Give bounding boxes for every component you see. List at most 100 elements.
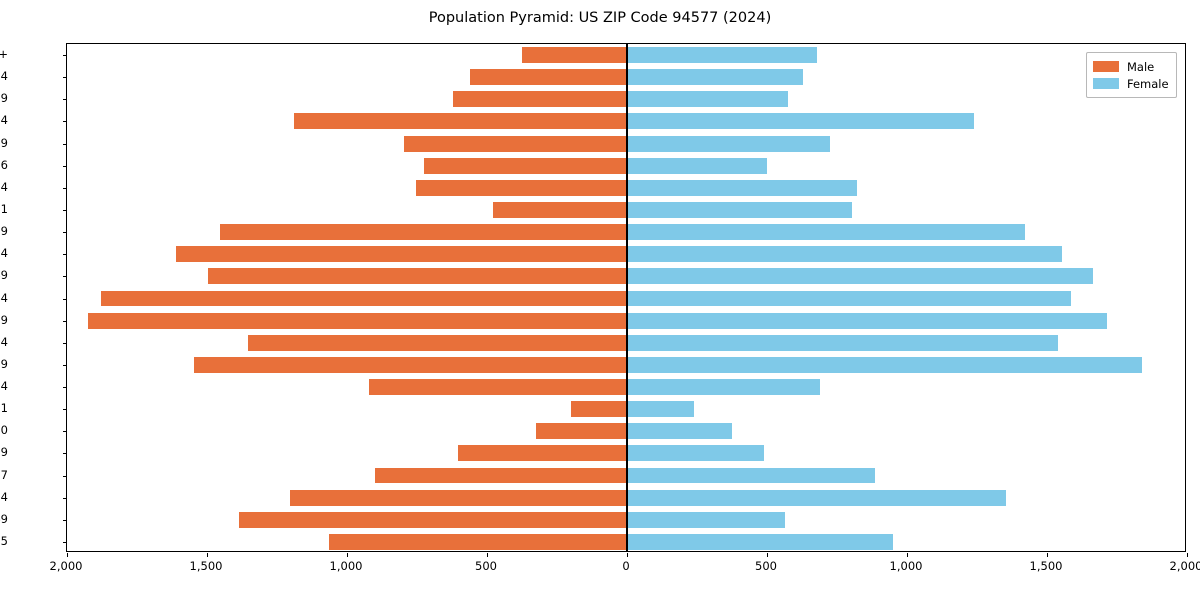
bar-male-18-19 (457, 445, 627, 462)
y-axis-tick (63, 77, 67, 79)
x-axis-tick-label: 500 (475, 559, 497, 573)
pyramid-row (67, 423, 1185, 440)
x-axis-tick (1187, 553, 1188, 557)
bar-female-60-61 (627, 202, 853, 218)
bar-male-15-17 (375, 467, 627, 484)
bar-female-18-19 (627, 445, 765, 462)
y-axis-tick-label: 30-34 (0, 334, 8, 349)
bar-male-50-54 (176, 246, 627, 263)
y-axis-tick-label: 18-19 (0, 445, 8, 460)
zero-axis-line (626, 44, 628, 551)
y-axis-tick-label: 67-69 (0, 135, 8, 150)
x-axis-tick (767, 553, 768, 557)
y-axis-tick-label: 65-66 (0, 157, 8, 172)
bars-container (67, 44, 1185, 551)
x-axis-tick-label: 2,000 (49, 559, 83, 573)
y-axis-tick-label: 15-17 (0, 467, 8, 482)
legend-swatch-male (1093, 61, 1119, 72)
bar-female-5-9 (627, 511, 786, 528)
y-axis-tick (63, 232, 67, 234)
x-axis-tick-label: 1,500 (189, 559, 223, 573)
y-axis-tick (63, 519, 67, 521)
y-axis-tick-label: 55-59 (0, 224, 8, 239)
y-axis-tick (63, 453, 67, 455)
y-axis-tick (63, 298, 67, 300)
bar-male-67-69 (404, 135, 627, 152)
pyramid-row (67, 91, 1185, 108)
bar-female-75-79 (627, 91, 788, 108)
y-axis-tick (63, 99, 67, 101)
bar-male-45-49 (208, 268, 627, 285)
bar-male-65-66 (424, 157, 627, 174)
y-axis-tick-label: Under 5 (0, 533, 8, 548)
bar-male-21 (571, 401, 627, 418)
y-axis-tick-label: 70-74 (0, 113, 8, 128)
bar-female-45-49 (627, 268, 1094, 285)
x-axis-tick (207, 553, 208, 557)
y-axis-tick (63, 320, 67, 322)
bar-female-30-34 (627, 334, 1059, 351)
bar-male-55-59 (219, 224, 627, 241)
y-axis-tick (63, 431, 67, 433)
bar-female-65-66 (627, 157, 767, 174)
y-axis-tick-label: 75-79 (0, 91, 8, 106)
y-axis-tick-label: 60-61 (0, 201, 8, 216)
y-axis-tick-label: 20 (0, 423, 8, 438)
pyramid-row (67, 356, 1185, 373)
bar-male-80-84 (470, 69, 627, 86)
bar-male-10-14 (289, 489, 627, 506)
pyramid-row (67, 379, 1185, 395)
bar-female-under-5 (627, 533, 893, 550)
y-axis-tick (63, 497, 67, 499)
bar-female-80-84 (627, 69, 804, 86)
bar-female-15-17 (627, 467, 875, 484)
bar-female-62-64 (627, 179, 857, 196)
y-axis-tick (63, 541, 67, 543)
y-axis-tick (63, 254, 67, 256)
chart-title: Population Pyramid: US ZIP Code 94577 (2… (428, 10, 772, 26)
bar-female-55-59 (627, 224, 1025, 241)
y-axis-tick (63, 475, 67, 477)
pyramid-row (67, 511, 1185, 528)
legend-label: Female (1127, 76, 1169, 91)
x-axis-tick (1047, 553, 1048, 557)
x-axis-tick (487, 553, 488, 557)
bar-male-35-39 (88, 312, 627, 329)
pyramid-row (67, 290, 1185, 307)
y-axis-tick-label: 45-49 (0, 268, 8, 283)
pyramid-row (67, 179, 1185, 196)
y-axis-tick-label: 62-64 (0, 179, 8, 194)
y-axis-tick-label: 85+ (0, 47, 8, 62)
y-axis-tick (63, 165, 67, 167)
y-axis-tick (63, 121, 67, 123)
y-axis-tick (63, 143, 67, 145)
pyramid-row (67, 268, 1185, 285)
legend-label: Male (1127, 59, 1155, 74)
y-axis-tick (63, 364, 67, 366)
x-axis-tick (347, 553, 348, 557)
x-axis-tick (67, 553, 68, 557)
y-axis-tick-label: 21 (0, 401, 8, 416)
pyramid-row (67, 135, 1185, 152)
bar-female-85- (627, 47, 818, 64)
bar-female-70-74 (627, 113, 975, 130)
bar-female-67-69 (627, 135, 830, 152)
y-axis-tick (63, 387, 67, 389)
y-axis-tick (63, 276, 67, 278)
y-axis-tick-label: 22-24 (0, 379, 8, 394)
bar-male-40-44 (100, 290, 627, 307)
bar-female-50-54 (627, 246, 1063, 263)
bar-female-22-24 (627, 379, 821, 395)
pyramid-row (67, 202, 1185, 218)
x-axis-tick-label: 1,000 (889, 559, 923, 573)
bar-female-35-39 (627, 312, 1108, 329)
bar-male-22-24 (369, 379, 627, 395)
pyramid-row (67, 69, 1185, 86)
pyramid-row (67, 489, 1185, 506)
bar-male-70-74 (293, 113, 627, 130)
bar-male-75-79 (453, 91, 627, 108)
y-axis-tick-label: 10-14 (0, 489, 8, 504)
bar-male-5-9 (239, 511, 627, 528)
pyramid-row (67, 312, 1185, 329)
